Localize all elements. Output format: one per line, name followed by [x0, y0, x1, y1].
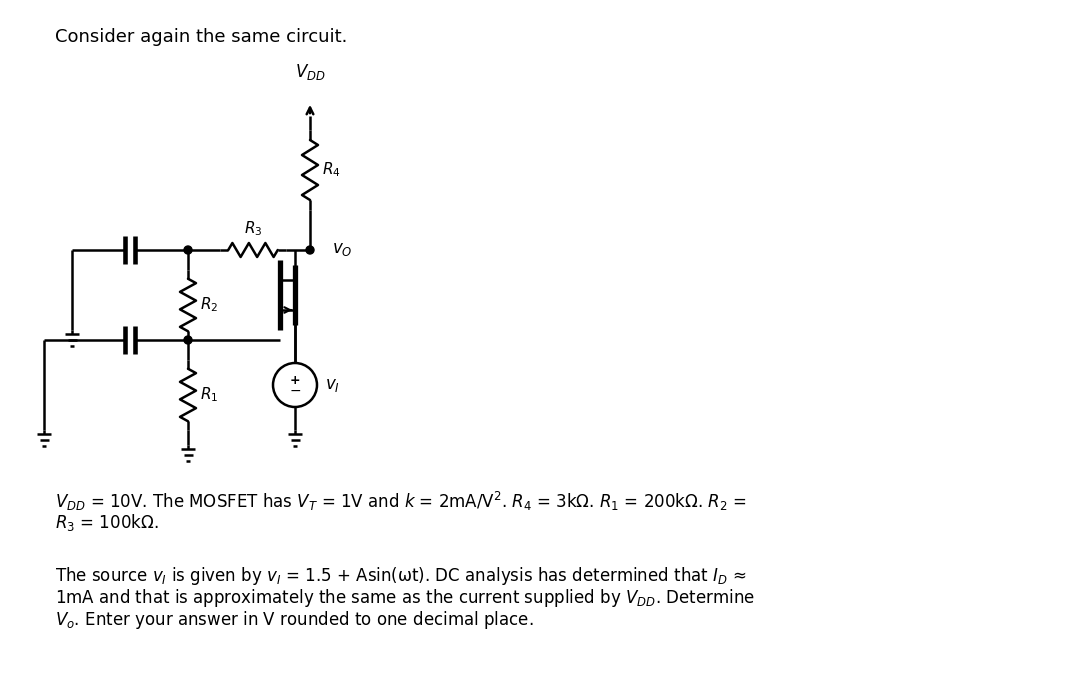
Text: 1mA and that is approximately the same as the current supplied by $V_{DD}$. Dete: 1mA and that is approximately the same a…: [55, 587, 755, 609]
Text: $R_1$: $R_1$: [200, 386, 218, 404]
Circle shape: [184, 336, 192, 344]
Text: $V_{DD}$ = 10V. The MOSFET has $V_T$ = 1V and $k$ = 2mA/V$^2$. $R_4$ = 3kΩ. $R_1: $V_{DD}$ = 10V. The MOSFET has $V_T$ = 1…: [55, 490, 746, 513]
Text: $R_3$ = 100kΩ.: $R_3$ = 100kΩ.: [55, 512, 159, 533]
Text: $R_2$: $R_2$: [200, 296, 218, 315]
Text: The source $v_I$ is given by $v_I$ = 1.5 + Asin(ωt). DC analysis has determined : The source $v_I$ is given by $v_I$ = 1.5…: [55, 565, 746, 587]
Circle shape: [184, 246, 192, 254]
Text: $V_{DD}$: $V_{DD}$: [295, 62, 325, 82]
Text: Consider again the same circuit.: Consider again the same circuit.: [55, 28, 348, 46]
Text: +: +: [289, 373, 300, 387]
Text: −: −: [289, 384, 301, 398]
Text: $R_3$: $R_3$: [244, 219, 262, 238]
Circle shape: [306, 246, 314, 254]
Text: $V_o$. Enter your answer in V rounded to one decimal place.: $V_o$. Enter your answer in V rounded to…: [55, 609, 534, 631]
Text: $v_O$: $v_O$: [332, 241, 352, 259]
Text: $R_4$: $R_4$: [322, 161, 340, 180]
Text: $v_I$: $v_I$: [325, 377, 340, 394]
